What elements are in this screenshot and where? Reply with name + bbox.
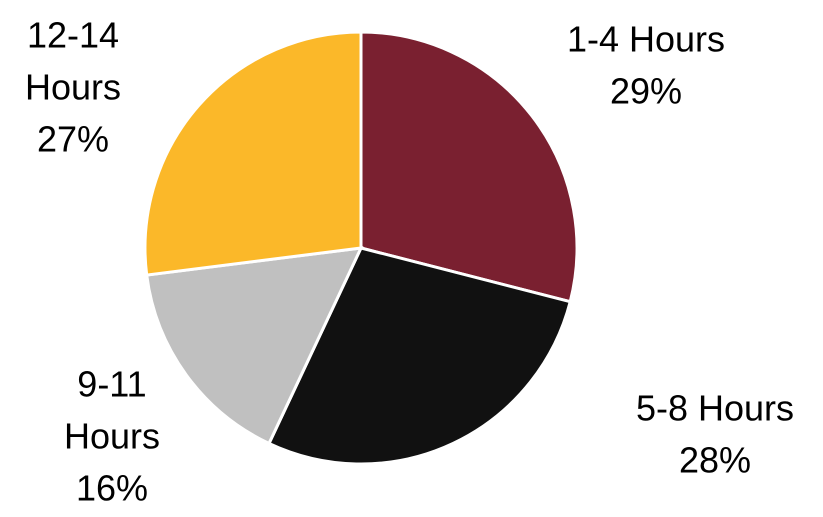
pie-slice-0 [359, 30, 579, 304]
slice-name-label: 9-11 [77, 364, 146, 405]
slice-name-label: 1-4 Hours [567, 19, 725, 60]
pie-slice-3 [143, 30, 363, 277]
slice-name-label: 5-8 Hours [636, 388, 794, 429]
pie-slice-1 [267, 246, 573, 466]
slice-label-3: 12-14 Hours 27% [25, 15, 121, 160]
slice-label-0: 1-4 Hours 29% [567, 19, 725, 112]
slice-name-label: Hours [64, 416, 160, 457]
slice-name-label: Hours [25, 67, 121, 108]
slice-label-1: 5-8 Hours 28% [636, 388, 794, 481]
slice-name-label: 12-14 [27, 15, 119, 56]
slice-value-label: 27% [37, 119, 109, 160]
pie-labels: 1-4 Hours 29% 5-8 Hours 28% 9-11 Hours 16% 12-1… [25, 15, 794, 509]
pie-slice-2 [145, 246, 364, 446]
slice-value-label: 16% [76, 468, 148, 509]
slice-value-label: 28% [679, 440, 751, 481]
slice-label-2: 9-11 Hours 16% [64, 364, 160, 509]
slice-value-label: 29% [610, 71, 682, 112]
pie-slices [143, 30, 579, 466]
